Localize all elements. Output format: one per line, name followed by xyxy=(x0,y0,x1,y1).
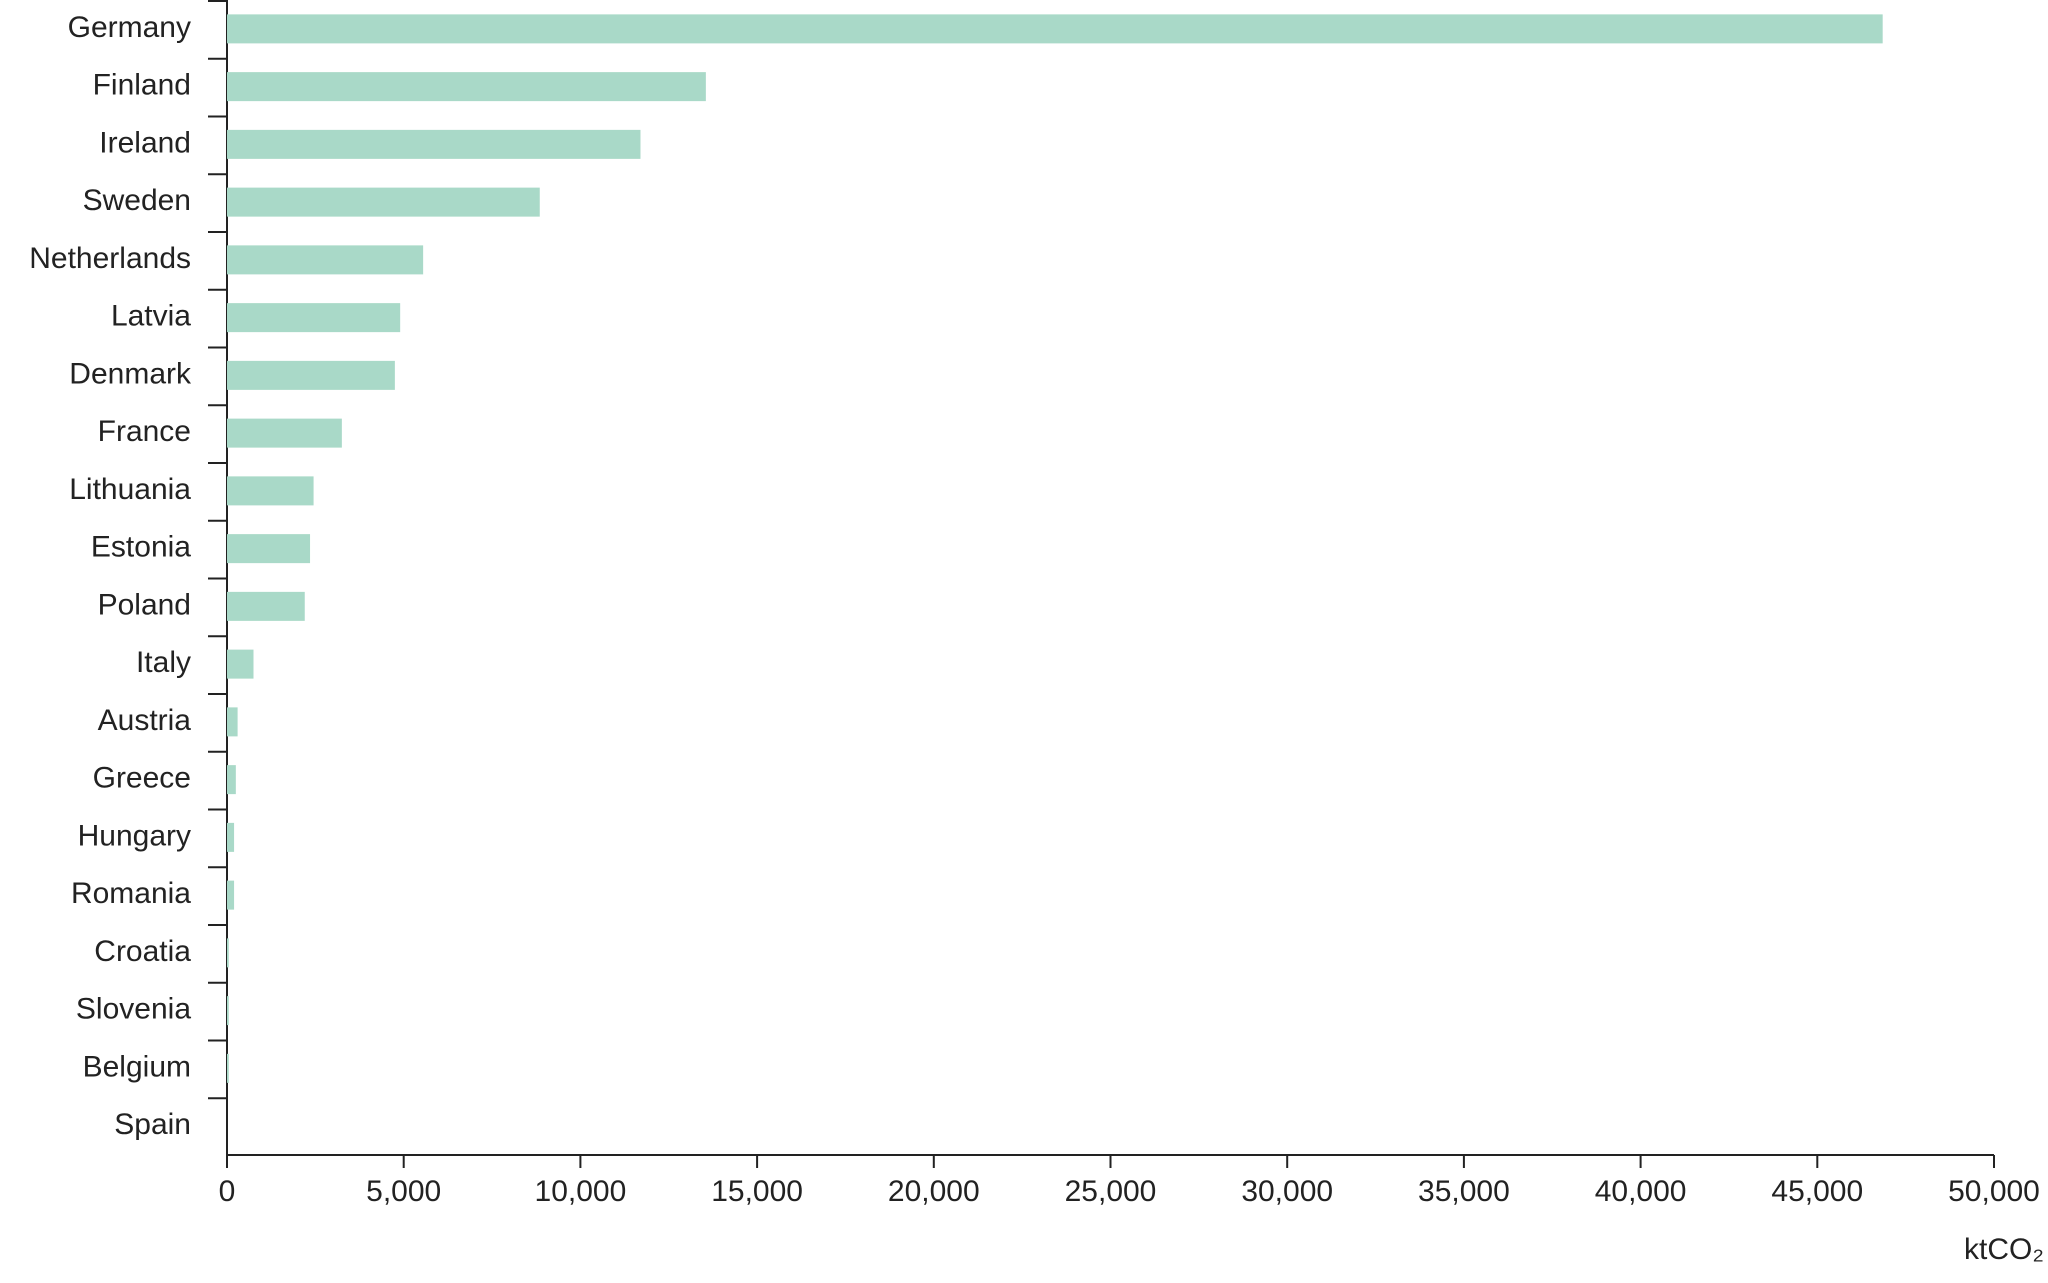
y-tick-label: Italy xyxy=(136,646,191,679)
y-tick-label: Denmark xyxy=(69,357,192,390)
bar xyxy=(227,360,395,390)
x-tick-label: 25,000 xyxy=(1065,1175,1157,1208)
bar xyxy=(227,187,540,217)
bar xyxy=(227,534,311,564)
y-tick-label: Latvia xyxy=(111,300,191,333)
x-tick-label: 0 xyxy=(219,1175,236,1208)
bar xyxy=(227,765,236,795)
y-tick-label: Romania xyxy=(71,877,191,910)
y-tick-label: Poland xyxy=(98,588,191,621)
x-tick-label: 20,000 xyxy=(888,1175,980,1208)
y-tick-label: Hungary xyxy=(78,819,191,852)
bar xyxy=(227,303,401,333)
y-tick-label: France xyxy=(98,415,191,448)
y-tick-label: Netherlands xyxy=(29,242,191,275)
bar xyxy=(227,591,305,621)
y-tick-label: Lithuania xyxy=(69,473,191,506)
x-axis-label: ktCO₂ xyxy=(1964,1233,2044,1266)
y-tick-label: Croatia xyxy=(94,935,191,968)
bar xyxy=(227,996,229,1026)
y-tick-label: Finland xyxy=(93,69,191,102)
x-tick-label: 30,000 xyxy=(1241,1175,1333,1208)
bar xyxy=(227,245,424,275)
y-tick-label: Slovenia xyxy=(76,993,191,1026)
bar xyxy=(227,880,235,910)
x-tick-label: 10,000 xyxy=(535,1175,627,1208)
x-tick-label: 35,000 xyxy=(1418,1175,1510,1208)
x-tick-label: 45,000 xyxy=(1771,1175,1863,1208)
bar xyxy=(227,707,238,737)
bar xyxy=(227,418,342,448)
y-tick-label: Austria xyxy=(98,704,192,737)
y-tick-label: Germany xyxy=(68,11,191,44)
y-tick-label: Greece xyxy=(93,762,191,795)
x-tick-label: 40,000 xyxy=(1595,1175,1687,1208)
bar xyxy=(227,649,254,679)
bar xyxy=(227,14,1883,44)
x-tick-label: 5,000 xyxy=(366,1175,441,1208)
bar xyxy=(227,1053,229,1083)
y-tick-label: Belgium xyxy=(83,1050,191,1083)
y-tick-label: Estonia xyxy=(91,531,191,564)
y-tick-label: Spain xyxy=(114,1108,191,1141)
x-tick-label: 15,000 xyxy=(711,1175,803,1208)
bar xyxy=(227,822,235,852)
y-tick-label: Ireland xyxy=(99,126,191,159)
x-tick-label: 50,000 xyxy=(1948,1175,2040,1208)
bar xyxy=(227,476,314,506)
bar xyxy=(227,129,641,159)
bar xyxy=(227,72,706,102)
bar xyxy=(227,938,229,968)
y-tick-label: Sweden xyxy=(83,184,191,217)
